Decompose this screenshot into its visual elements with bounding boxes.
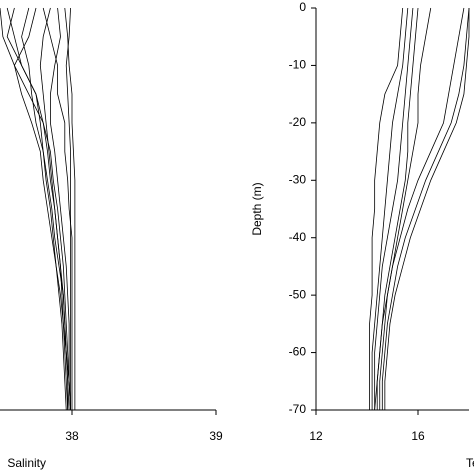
profile-line [369, 7, 404, 410]
y-axis-label: Depth (m) [250, 182, 264, 235]
profile-line [374, 7, 432, 411]
profile-line [42, 7, 73, 410]
profile-line [21, 7, 70, 411]
profile-line [0, 7, 71, 411]
y-tick-label: -30 [289, 172, 307, 186]
profile-line [374, 7, 414, 410]
y-tick-label: -60 [289, 345, 307, 359]
x-tick-label: 12 [309, 429, 323, 443]
profile-line [13, 7, 71, 411]
profile-line [64, 7, 76, 410]
y-tick-label: -10 [289, 58, 307, 72]
profile-line [65, 7, 71, 410]
profile-line [6, 7, 67, 411]
profile-line [379, 7, 465, 410]
profile-line [50, 7, 71, 411]
x-tick-label: 38 [65, 429, 79, 443]
profile-line [376, 7, 419, 410]
profile-line [381, 7, 470, 410]
y-tick-label: -50 [289, 287, 307, 301]
profile-line [39, 7, 69, 410]
x-axis-label: Salinity [7, 456, 46, 470]
y-tick-label: 0 [299, 0, 306, 14]
x-tick-label: 16 [411, 429, 425, 443]
profile-line [371, 7, 409, 410]
y-tick-label: -40 [289, 230, 307, 244]
x-tick-label: 39 [209, 429, 223, 443]
y-tick-label: -70 [289, 402, 307, 416]
profile-line [384, 8, 470, 410]
y-tick-label: -20 [289, 115, 307, 129]
x-axis-label: Temperature [466, 456, 474, 470]
